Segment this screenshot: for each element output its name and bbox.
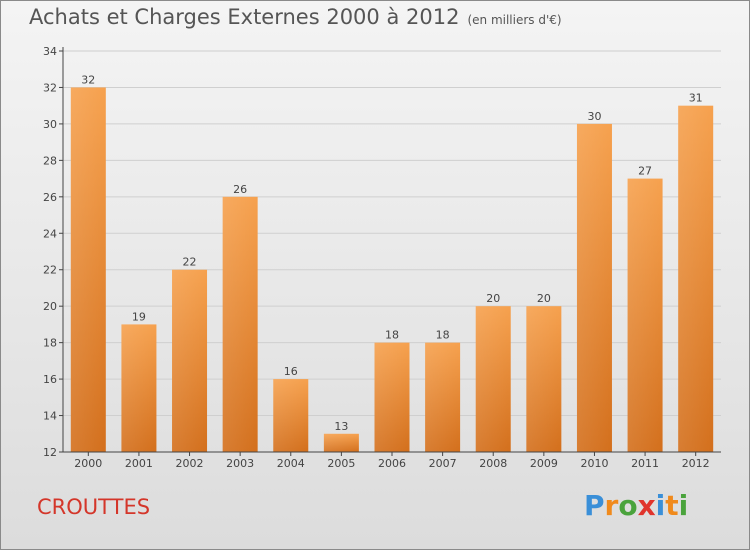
- bar-value-label: 13: [334, 420, 348, 433]
- bar-highlight: [172, 269, 208, 452]
- bar-highlight: [475, 306, 511, 452]
- bar-value-label: 16: [284, 365, 298, 378]
- bar-value-label: 18: [436, 329, 450, 342]
- logo-letter: i: [678, 489, 689, 522]
- chart-title: Achats et Charges Externes 2000 à 2012 (e…: [29, 5, 562, 29]
- bar-value-label: 20: [537, 292, 551, 305]
- x-tick-label: 2002: [176, 457, 204, 470]
- logo-letter: i: [655, 489, 666, 522]
- x-tick-label: 2010: [580, 457, 608, 470]
- bar-highlight: [576, 123, 612, 452]
- x-tick-label: 2006: [378, 457, 406, 470]
- x-tick-label: 2001: [125, 457, 153, 470]
- bar-highlight: [70, 87, 106, 453]
- bar-value-label: 27: [638, 165, 652, 178]
- x-tick-label: 2000: [74, 457, 102, 470]
- y-tick-label: 28: [43, 154, 57, 167]
- y-tick-label: 12: [43, 446, 57, 459]
- bar-value-label: 22: [183, 256, 197, 269]
- bar-highlight: [425, 342, 461, 452]
- x-tick-label: 2005: [327, 457, 355, 470]
- bar-value-label: 18: [385, 329, 399, 342]
- y-tick-label: 24: [43, 227, 57, 240]
- y-tick-label: 18: [43, 337, 57, 350]
- y-tick-label: 30: [43, 118, 57, 131]
- y-tick-label: 20: [43, 300, 57, 313]
- y-tick-label: 14: [43, 410, 57, 423]
- x-tick-label: 2011: [631, 457, 659, 470]
- bar-highlight: [121, 324, 157, 452]
- chart-unit: (en milliers d'€): [467, 13, 562, 27]
- logo-letter: P: [584, 489, 605, 522]
- y-tick-label: 32: [43, 81, 57, 94]
- x-tick-label: 2007: [429, 457, 457, 470]
- bar-value-label: 30: [587, 110, 601, 123]
- bar-value-label: 26: [233, 183, 247, 196]
- logo-letter: x: [637, 489, 656, 522]
- x-tick-label: 2008: [479, 457, 507, 470]
- bar-highlight: [323, 433, 359, 452]
- y-tick-label: 16: [43, 373, 57, 386]
- bar-highlight: [273, 379, 309, 452]
- logo-letter: o: [618, 489, 638, 522]
- bar-highlight: [678, 105, 714, 452]
- bar-value-label: 19: [132, 310, 146, 323]
- commune-name: CROUTTES: [37, 495, 151, 519]
- x-tick-label: 2003: [226, 457, 254, 470]
- x-tick-label: 2009: [530, 457, 558, 470]
- bar-value-label: 32: [81, 73, 95, 86]
- bar-highlight: [374, 342, 410, 452]
- x-tick-label: 2004: [277, 457, 305, 470]
- y-tick-label: 22: [43, 264, 57, 277]
- bar-value-label: 20: [486, 292, 500, 305]
- x-tick-label: 2012: [682, 457, 710, 470]
- chart-title-text: Achats et Charges Externes 2000 à 2012: [29, 5, 460, 29]
- logo-letter: t: [665, 489, 679, 522]
- bar-highlight: [222, 196, 258, 452]
- bar-highlight: [627, 178, 663, 452]
- proxiti-logo: Proxiti: [584, 489, 688, 522]
- logo-letter: r: [604, 489, 619, 522]
- y-tick-label: 26: [43, 191, 57, 204]
- bar-highlight: [526, 306, 562, 452]
- bar-value-label: 31: [689, 92, 703, 105]
- y-tick-label: 34: [43, 45, 57, 58]
